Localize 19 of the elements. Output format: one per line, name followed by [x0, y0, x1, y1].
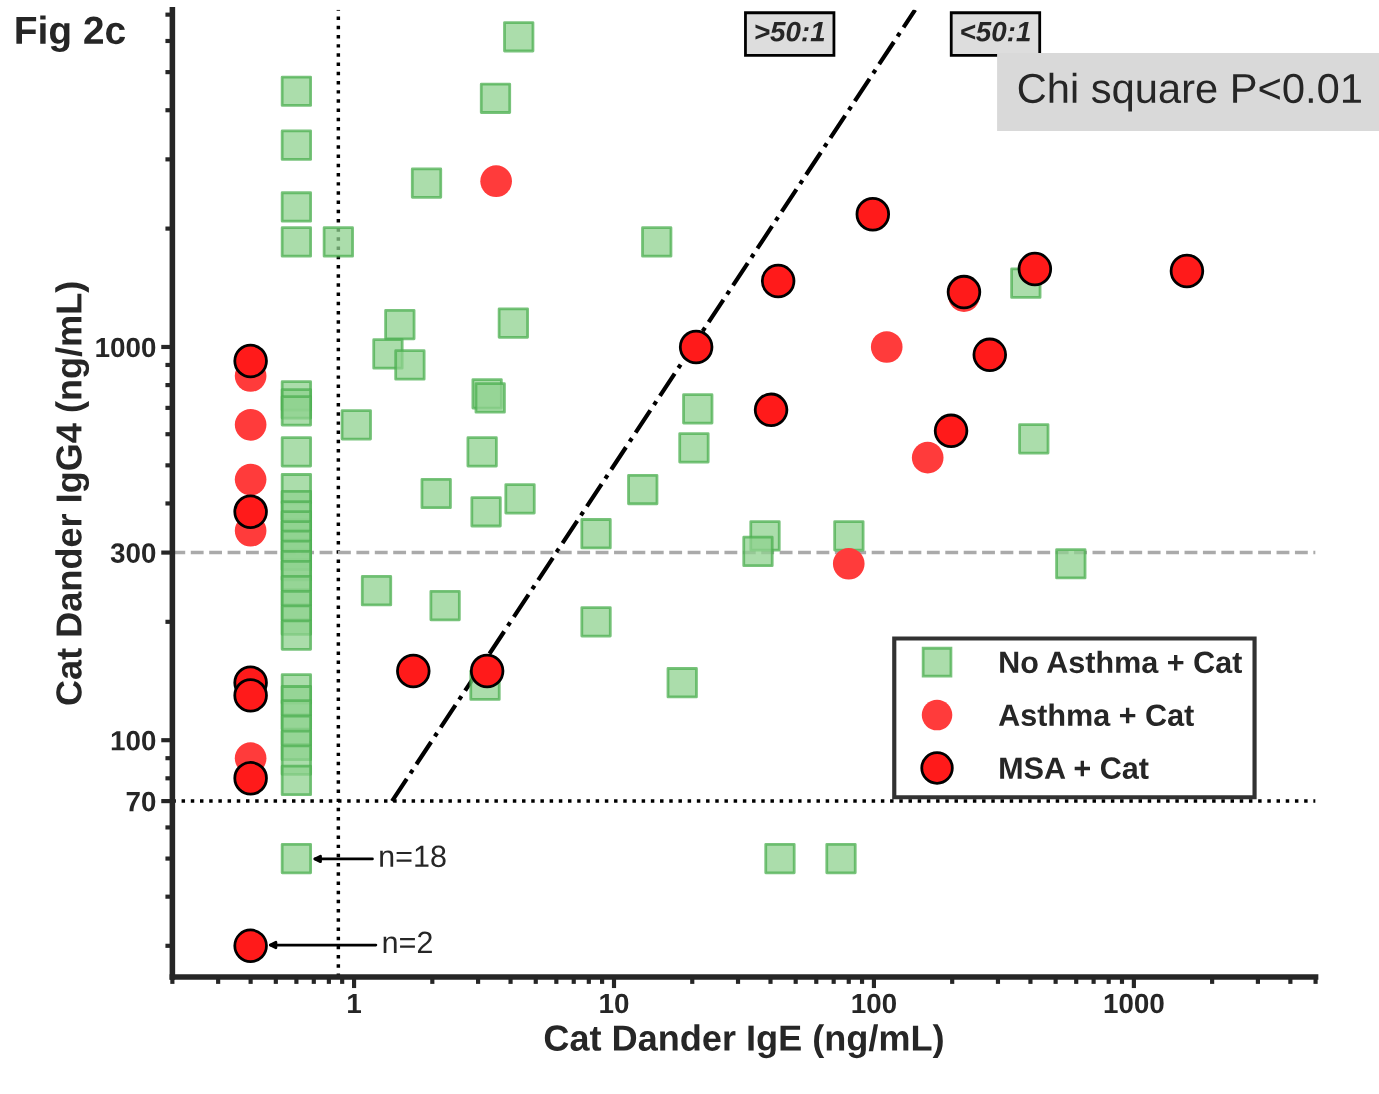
legend-label: No Asthma + Cat [1000, 650, 1242, 674]
y-tick-label: 300 [110, 543, 156, 563]
y-axis-title: Cat Dander IgG4 (ng/mL) [55, 282, 90, 705]
annotation: Chi square P<0.01 [1018, 72, 1361, 112]
chart-title: Fig 2c [16, 15, 126, 52]
legend-label: Asthma + Cat [998, 703, 1194, 727]
x-tick-label: 100 [852, 993, 896, 1014]
annotation: n=18 [380, 845, 446, 868]
legend-label: MSA + Cat [1000, 757, 1149, 779]
y-tick-label: 1000 [96, 337, 156, 358]
x-tick-label: 1 [348, 993, 362, 1014]
annotation: >50:1 [755, 21, 825, 42]
x-tick-label: 1000 [1104, 993, 1164, 1014]
x-tick-label: 10 [600, 993, 629, 1014]
annotation: n=2 [383, 931, 432, 953]
y-tick-label: 70 [126, 791, 156, 812]
annotation: <50:1 [961, 21, 1030, 42]
x-axis-title: Cat Dander IgE (ng/mL) [544, 1024, 943, 1059]
y-tick-label: 100 [111, 730, 156, 751]
